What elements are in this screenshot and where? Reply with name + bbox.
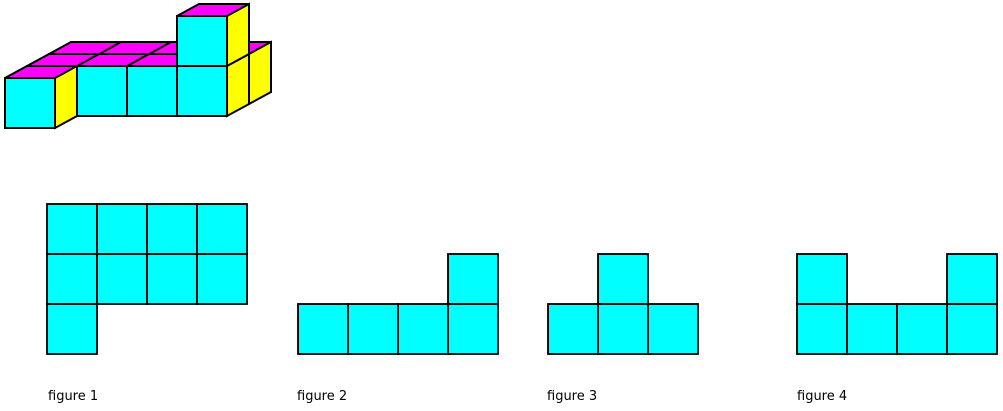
figure-1-cell — [196, 253, 248, 305]
figure-3-cell — [597, 303, 649, 355]
figure-4-cell — [896, 303, 948, 355]
figure-4-cell — [796, 303, 848, 355]
figure-4-cell — [946, 253, 998, 305]
figure-3-cell — [597, 253, 649, 305]
top-cube-front-face — [176, 15, 228, 67]
figure-4-cell — [946, 303, 998, 355]
figure-1-shape — [46, 203, 248, 355]
figure-2-cell — [397, 303, 449, 355]
figure-2-shape — [297, 253, 499, 355]
figure-2-cell — [447, 253, 499, 305]
figure-4-shape — [796, 253, 998, 355]
back-row-right-4-face — [248, 40, 272, 106]
figure-1-cell — [46, 253, 98, 305]
top-cube-right-face — [226, 2, 250, 68]
figure-2-cell — [297, 303, 349, 355]
front-cube-right-face — [54, 64, 78, 130]
figure-1-label: figure 1 — [48, 389, 98, 404]
figure-3-cell — [647, 303, 699, 355]
figure-4-label: figure 4 — [797, 389, 847, 404]
figure-3-label: figure 3 — [547, 389, 597, 404]
figure-3-cell — [547, 303, 599, 355]
figure-1-cell — [96, 253, 148, 305]
figure-2-cell — [347, 303, 399, 355]
mid-row-front-4-face — [176, 65, 228, 117]
mid-row-front-2-face — [76, 65, 128, 117]
figure-4-cell — [796, 253, 848, 305]
figure-1-cell — [46, 203, 98, 255]
figure-1-cell — [146, 203, 198, 255]
figure-4-cell — [846, 303, 898, 355]
figure-1-cell — [196, 203, 248, 255]
mid-row-front-3-face — [126, 65, 178, 117]
front-cube-front-face — [4, 77, 56, 129]
figure-1-cell — [146, 253, 198, 305]
figure-2-cell — [447, 303, 499, 355]
figure-3-shape — [547, 253, 699, 355]
figure-1-cell — [96, 203, 148, 255]
cube-stack-3d — [4, 2, 272, 130]
figure-2-label: figure 2 — [297, 389, 347, 404]
figure-1-cell — [46, 303, 98, 355]
